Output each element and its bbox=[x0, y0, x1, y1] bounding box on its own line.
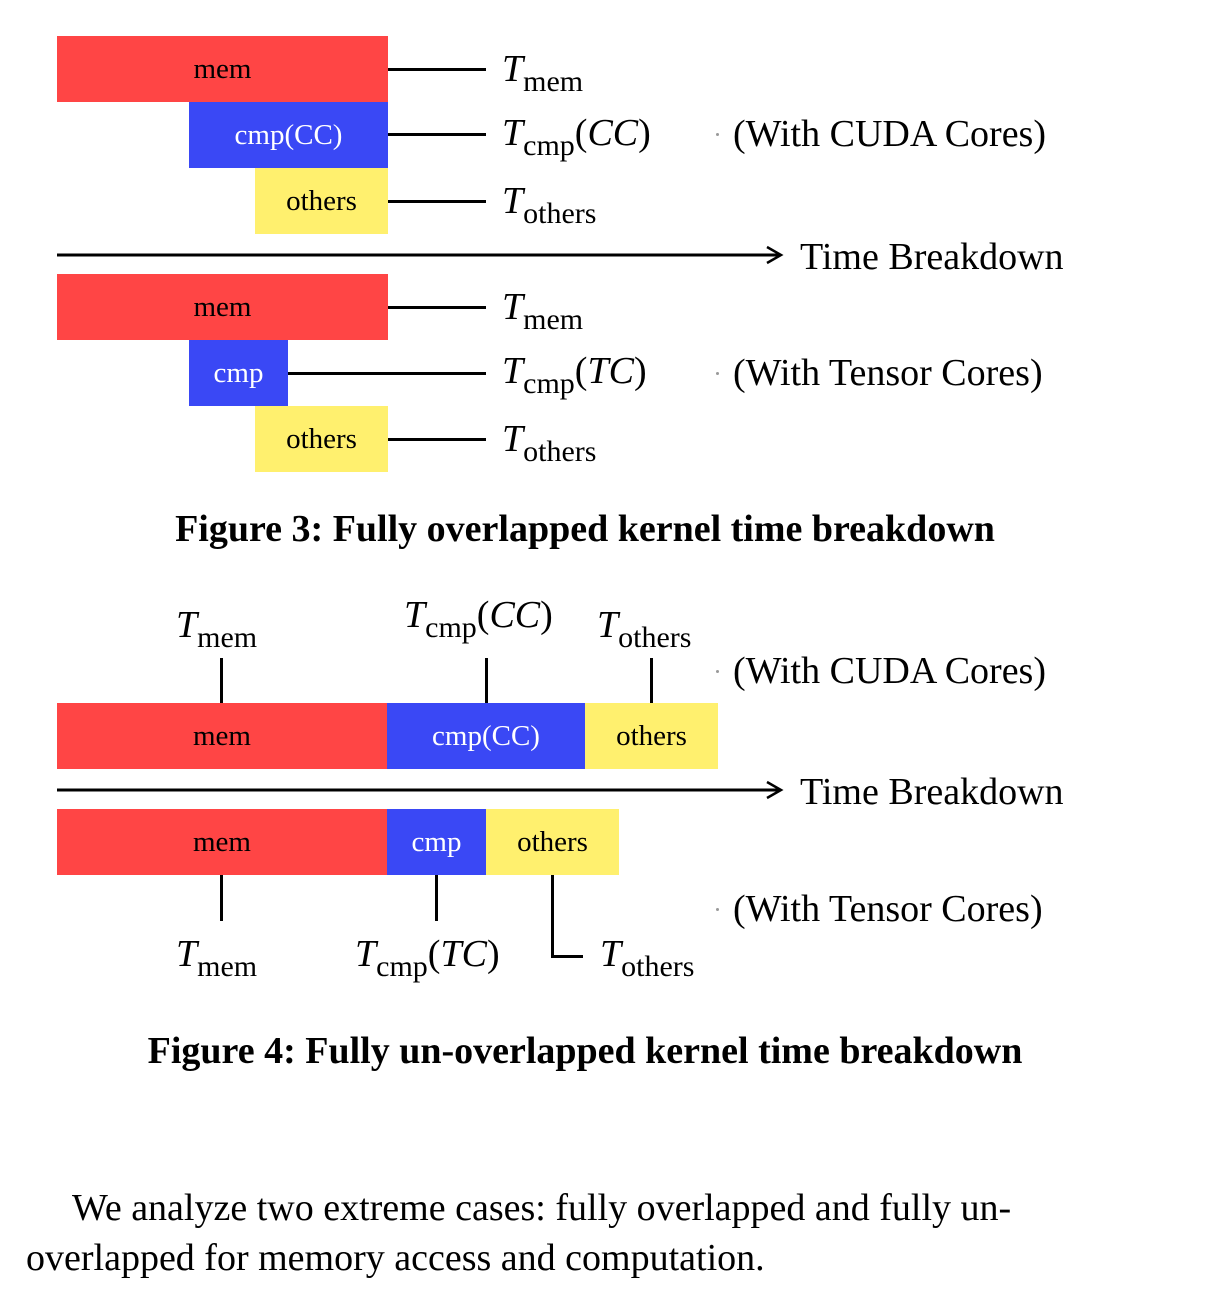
fig4-time-axis-label: Time Breakdown bbox=[800, 771, 1064, 813]
fig4-cuda-cmp-label: Tcmp(CC) bbox=[404, 594, 553, 644]
paragraph-text: We analyze two extreme cases: fully over… bbox=[26, 1187, 1012, 1279]
fig4-tensor-others-label: Tothers bbox=[600, 933, 695, 983]
fig4-cuda-others-connector bbox=[650, 658, 653, 703]
fig4-tensor-mem-bar: mem bbox=[57, 809, 387, 875]
fig3-time-axis-label: Time Breakdown bbox=[800, 236, 1064, 278]
body-paragraph: We analyze two extreme cases: fully over… bbox=[26, 1183, 1166, 1283]
fig3-tensor-others-connector bbox=[388, 438, 486, 441]
fig3-cuda-mem-label: Tmem bbox=[502, 48, 584, 98]
fig3-tensor-mem-bar: mem bbox=[57, 274, 388, 340]
fig3-tensor-others-bar: others bbox=[255, 406, 388, 472]
fig3-cuda-others-connector bbox=[388, 200, 486, 203]
fig4-tensor-cmp-label: Tcmp(TC) bbox=[355, 933, 500, 983]
fig4-caption: Figure 4: Fully un-overlapped kernel tim… bbox=[147, 1030, 1023, 1072]
fig4-cuda-mem-connector bbox=[220, 658, 223, 703]
fig4-tensor-cmp-bar: cmp bbox=[387, 809, 486, 875]
fig3-cuda-cmp-connector bbox=[388, 133, 486, 136]
fig4-tensor-others-connector-h bbox=[551, 955, 583, 958]
fig3-cuda-others-bar: others bbox=[255, 168, 388, 234]
fig4-cuda-cmp-connector bbox=[485, 658, 488, 703]
fig3-tensor-cmp-connector bbox=[288, 372, 486, 375]
fig4-tensor-others-connector-v bbox=[551, 875, 554, 958]
fig4-tensor-note-dot bbox=[716, 908, 719, 911]
fig4-cuda-others-bar: others bbox=[585, 703, 718, 769]
fig4-tensor-mem-label: Tmem bbox=[176, 933, 258, 983]
fig3-cuda-mem-connector bbox=[388, 68, 486, 71]
fig3-cuda-cmp-bar: cmp(CC) bbox=[189, 102, 388, 168]
fig3-tensor-others-label: Tothers bbox=[502, 418, 597, 468]
fig3-tensor-note: (With Tensor Cores) bbox=[733, 352, 1043, 394]
fig3-cuda-note-dot bbox=[716, 133, 719, 136]
fig3-tensor-cmp-label: Tcmp(TC) bbox=[502, 350, 647, 400]
fig4-cuda-others-label: Tothers bbox=[597, 604, 692, 654]
fig3-cuda-others-label: Tothers bbox=[502, 180, 597, 230]
fig3-cuda-cmp-label: Tcmp(CC) bbox=[502, 112, 651, 162]
fig4-tensor-mem-connector bbox=[220, 875, 223, 921]
fig3-tensor-mem-label: Tmem bbox=[502, 286, 584, 336]
fig3-time-axis-arrow bbox=[57, 245, 784, 265]
fig4-time-axis-arrow bbox=[57, 780, 784, 800]
fig3-tensor-mem-connector bbox=[388, 306, 486, 309]
fig4-cuda-cmp-bar: cmp(CC) bbox=[387, 703, 585, 769]
fig4-tensor-others-bar: others bbox=[486, 809, 619, 875]
fig4-tensor-cmp-connector bbox=[435, 875, 438, 921]
fig3-cuda-note: (With CUDA Cores) bbox=[733, 113, 1046, 155]
fig3-tensor-note-dot bbox=[716, 372, 719, 375]
fig3-caption: Figure 3: Fully overlapped kernel time b… bbox=[175, 508, 995, 550]
fig4-cuda-note: (With CUDA Cores) bbox=[733, 650, 1046, 692]
fig4-tensor-note: (With Tensor Cores) bbox=[733, 888, 1043, 930]
fig3-tensor-cmp-bar: cmp bbox=[189, 340, 288, 406]
fig3-cuda-mem-bar: mem bbox=[57, 36, 388, 102]
fig4-cuda-mem-bar: mem bbox=[57, 703, 387, 769]
fig4-cuda-note-dot bbox=[716, 670, 719, 673]
fig4-cuda-mem-label: Tmem bbox=[176, 604, 258, 654]
